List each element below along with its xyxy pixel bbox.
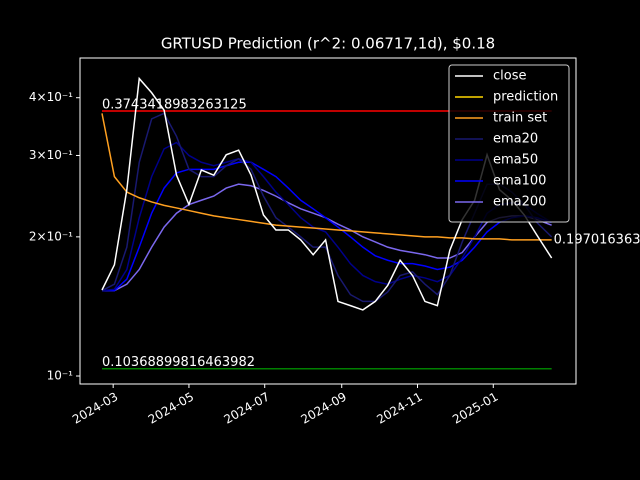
y-tick-label: 10⁻¹ <box>47 369 74 383</box>
y-tick-label: 2×10⁻¹ <box>29 229 73 243</box>
legend-label: ema50 <box>493 153 538 168</box>
y-tick-label: 4×10⁻¹ <box>29 90 73 104</box>
legend-label: ema100 <box>493 174 546 189</box>
legend-label: close <box>493 69 526 84</box>
reference-label: 0.10368899816463982 <box>102 355 255 370</box>
legend-label: ema200 <box>493 195 546 210</box>
legend-label: prediction <box>493 90 558 105</box>
y-tick-label: 3×10⁻¹ <box>29 148 73 162</box>
series-line <box>101 141 553 292</box>
end-label: 0.1970163636 <box>554 232 640 247</box>
axes-frame <box>79 57 577 385</box>
chart-title: GRTUSD Prediction (r^2: 0.06717,1d), $0.… <box>161 35 495 53</box>
legend-label: train set <box>493 111 547 126</box>
reference-label: 0.3743418983263125 <box>102 98 247 113</box>
legend-box <box>448 64 570 223</box>
legend-label: ema20 <box>493 132 538 147</box>
series-line <box>101 113 552 241</box>
